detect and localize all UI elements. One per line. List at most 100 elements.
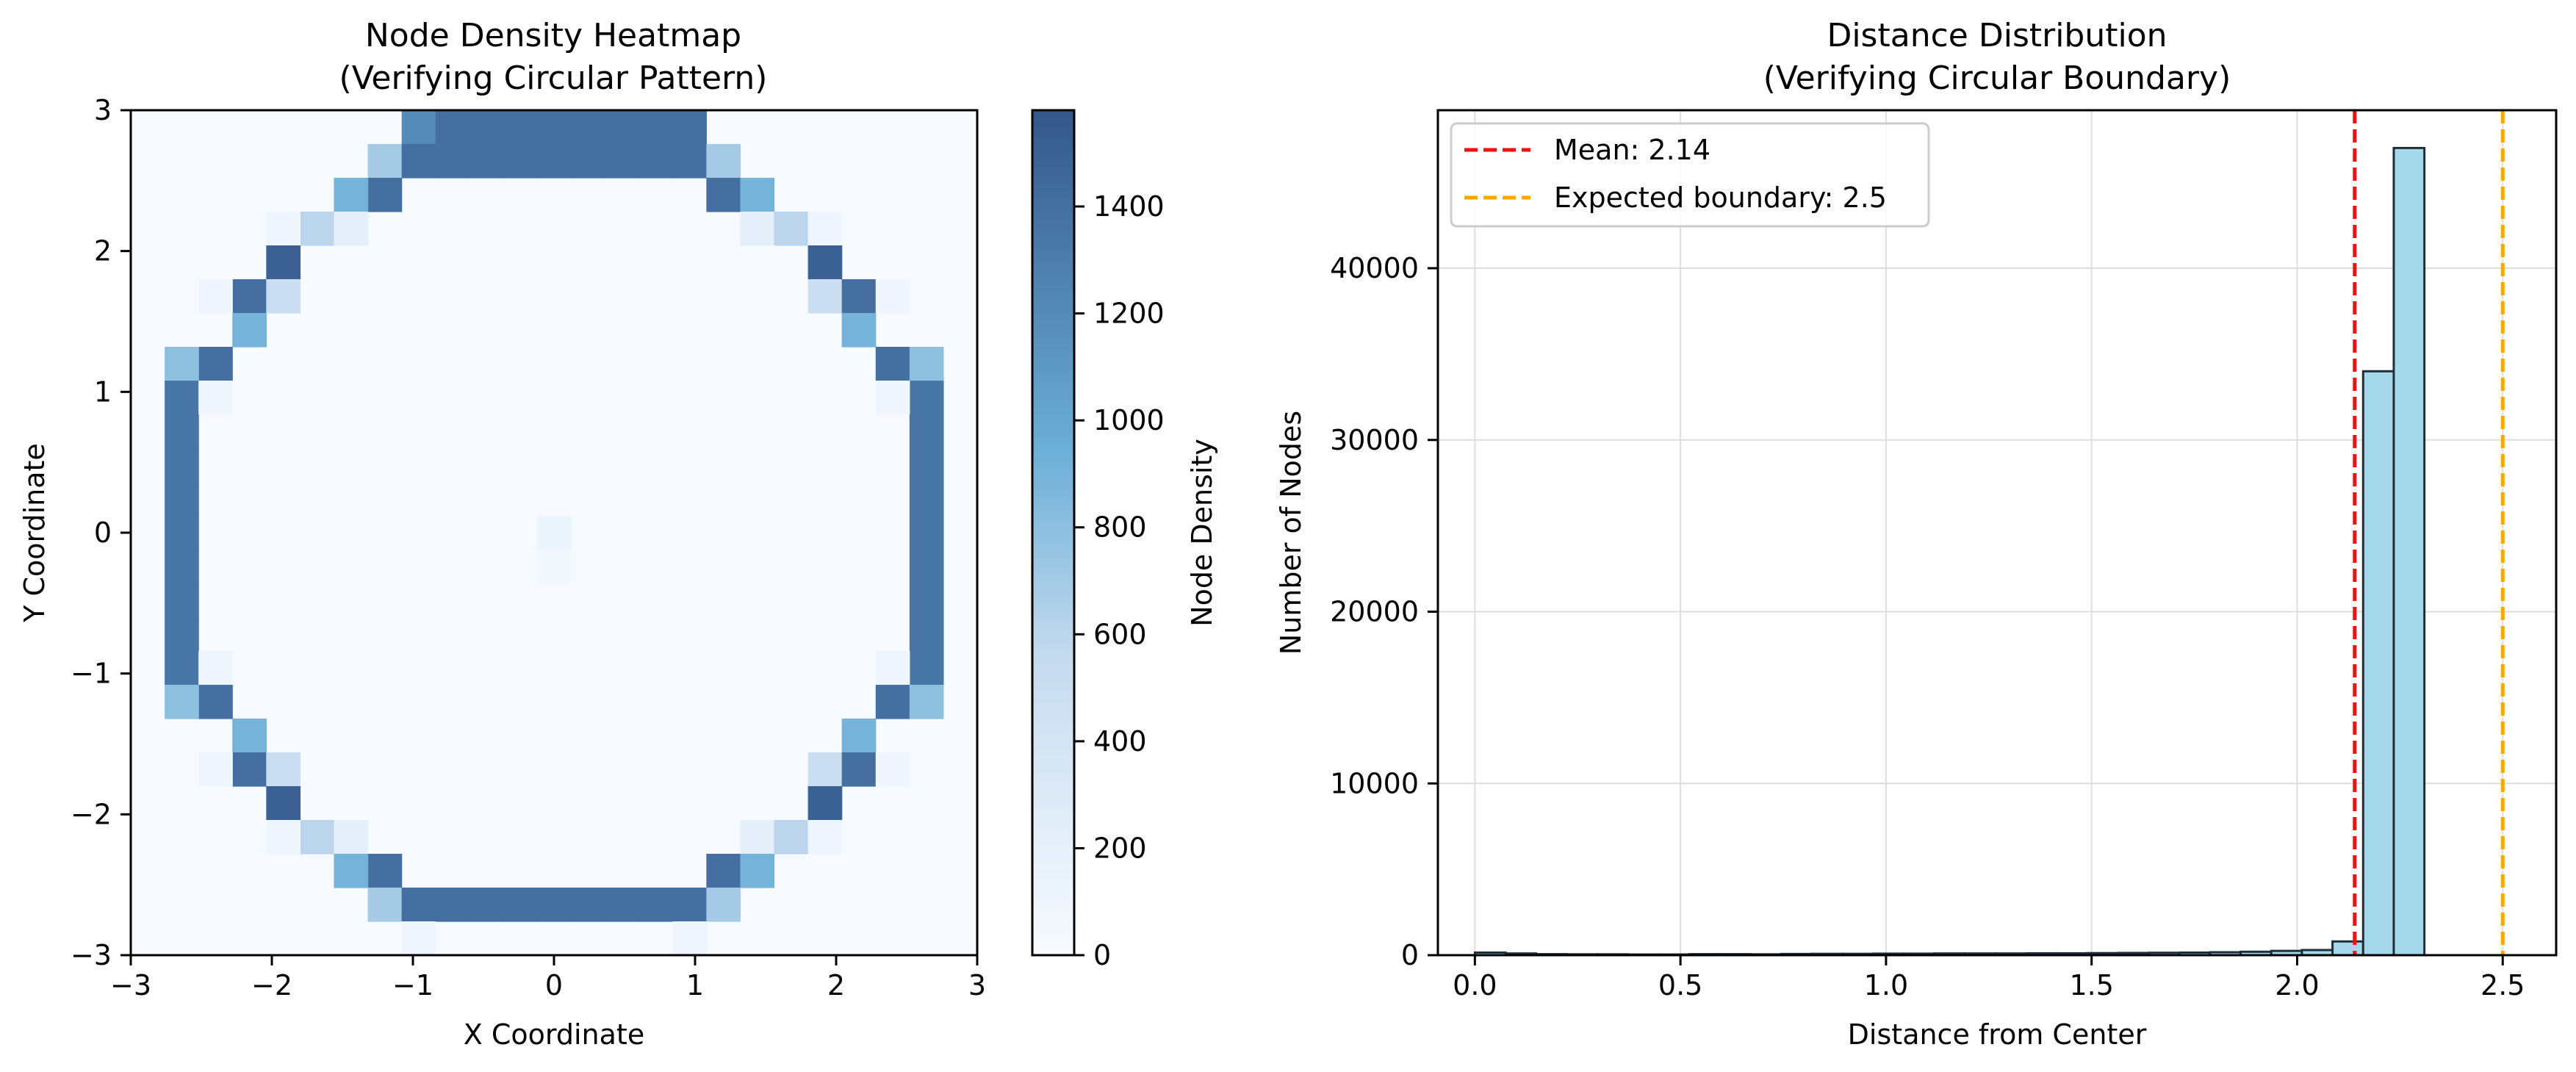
heatmap-cell (807, 212, 843, 246)
colorbar-ticks: 0 200 400 600 800 1000 1200 1400 (1074, 190, 1165, 971)
histogram-x-tick-label: 0.0 (1453, 969, 1497, 1001)
heatmap-cell (165, 550, 199, 584)
heatmap-cell (875, 752, 910, 787)
heatmap-y-tick-label: 3 (94, 94, 112, 126)
heatmap-cell (401, 110, 436, 145)
histogram-bar (2361, 370, 2395, 957)
histogram-x-ticks: 0.0 0.5 1.0 1.5 2.0 2.5 (1453, 955, 2525, 1001)
legend-boundary-label: Expected boundary: 2.5 (1554, 181, 1887, 214)
heatmap-cell (198, 381, 233, 415)
heatmap-cell (367, 178, 403, 212)
heatmap-cell (706, 144, 741, 179)
heatmap-cell (266, 279, 301, 314)
heatmap-cell (401, 888, 436, 922)
heatmap-cell (909, 414, 944, 449)
heatmap-cell (672, 110, 707, 145)
heatmap-cell (367, 888, 403, 922)
heatmap-y-axis-label: Y Coordinate (18, 443, 51, 623)
heatmap-cell (503, 888, 538, 922)
histogram-y-axis-label: Number of Nodes (1275, 411, 1307, 655)
histogram-x-tick-label: 1.0 (1864, 969, 1908, 1001)
histogram-y-tick-label: 10000 (1330, 767, 1419, 799)
heatmap-cell (165, 381, 199, 415)
heatmap-cell (367, 144, 403, 179)
heatmap-cell (571, 110, 605, 145)
heatmap-cell (706, 888, 741, 922)
heatmap-cell (165, 347, 199, 381)
histogram-legend: Mean: 2.14 Expected boundary: 2.5 (1450, 122, 1930, 228)
heatmap-cell (165, 516, 199, 550)
heatmap-cell (706, 854, 741, 888)
heatmap-x-tick-label: −3 (110, 969, 151, 1001)
colorbar-tick-label: 1400 (1093, 190, 1165, 223)
heatmap-cell (198, 347, 233, 381)
heatmap-cell (232, 719, 267, 753)
heatmap-cell (165, 482, 199, 517)
heatmap-cell (300, 212, 335, 246)
heatmap-cell (875, 347, 910, 381)
heatmap-cell (638, 144, 673, 179)
heatmap-cell (334, 178, 369, 212)
heatmap-cell (909, 482, 944, 517)
heatmap-cell (774, 212, 809, 246)
heatmap-cell (672, 144, 707, 179)
heatmap-cell (469, 110, 504, 145)
heatmap-cell (334, 854, 369, 888)
histogram-y-tick-label: 20000 (1330, 596, 1419, 628)
heatmap-cell (503, 144, 538, 179)
heatmap-cell (401, 921, 436, 956)
histogram-y-tick-label: 40000 (1330, 252, 1419, 284)
histogram-plot-frame (1436, 109, 2558, 957)
heatmap-cell (841, 279, 877, 314)
heatmap-cell (909, 448, 944, 483)
heatmap-cell (536, 110, 572, 145)
heatmap-cell (300, 820, 335, 855)
heatmap-x-ticks: −3 −2 −1 0 1 2 3 (110, 955, 986, 1001)
heatmap-cell (469, 144, 504, 179)
histogram-bar (2392, 146, 2426, 957)
heatmap-cell (571, 144, 605, 179)
colorbar-tick-label: 400 (1093, 725, 1147, 758)
heatmap-cell (807, 245, 843, 280)
heatmap-cell (841, 313, 877, 348)
heatmap-cell (740, 178, 775, 212)
heatmap-cell (198, 685, 233, 719)
heatmap-cell (165, 448, 199, 483)
heatmap-x-tick-label: 2 (827, 969, 845, 1001)
heatmap-cell (672, 921, 707, 956)
heatmap-cell (536, 144, 572, 179)
heatmap-cell (605, 110, 639, 145)
heatmap-cell (638, 888, 673, 922)
heatmap-cell (740, 854, 775, 888)
heatmap-cell (774, 820, 809, 855)
heatmap-x-tick-label: −1 (392, 969, 433, 1001)
heatmap-x-tick-label: 1 (686, 969, 704, 1001)
heatmap-cell (875, 381, 910, 415)
heatmap-chart: Node Density Heatmap (Verifying Circular… (18, 17, 1218, 1051)
colorbar-label: Node Density (1186, 439, 1218, 627)
heatmap-cell (266, 752, 301, 787)
histogram-x-tick-label: 2.0 (2275, 969, 2319, 1001)
heatmap-cell (605, 888, 639, 922)
heatmap-cell (401, 144, 436, 179)
heatmap-cell (266, 786, 301, 821)
heatmap-cell (807, 820, 843, 855)
heatmap-cell (909, 347, 944, 381)
heatmap-cell (367, 854, 403, 888)
heatmap-cell (740, 820, 775, 855)
heatmap-cell (536, 516, 572, 550)
histogram-subtitle: (Verifying Circular Boundary) (1763, 60, 2231, 97)
colorbar-tick-label: 800 (1093, 511, 1147, 544)
legend-mean-label: Mean: 2.14 (1554, 134, 1710, 166)
heatmap-cell (435, 888, 470, 922)
heatmap-cell (807, 752, 843, 787)
heatmap-cell (706, 178, 741, 212)
heatmap-y-tick-label: 0 (94, 517, 112, 549)
heatmap-x-axis-label: X Coordinate (464, 1018, 644, 1051)
heatmap-cell (266, 820, 301, 855)
heatmap-cell (536, 550, 572, 584)
colorbar-tick-label: 200 (1093, 832, 1147, 864)
heatmap-x-tick-label: 0 (545, 969, 563, 1001)
heatmap-cell (165, 651, 199, 686)
